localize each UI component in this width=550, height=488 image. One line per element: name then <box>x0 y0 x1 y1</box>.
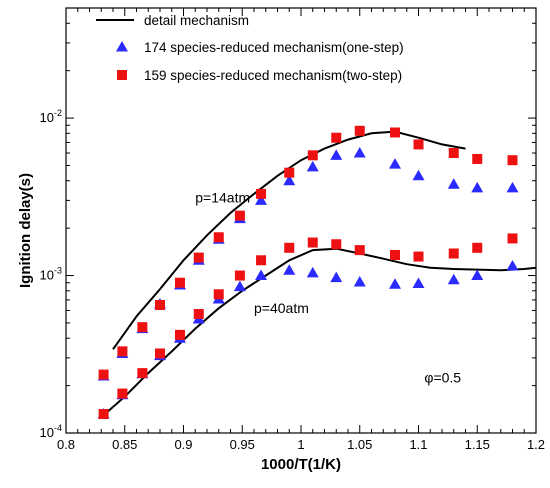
one-step-point <box>283 174 296 186</box>
one-step-point <box>506 181 519 193</box>
one-step-point <box>412 169 425 181</box>
two-step-point <box>354 245 365 256</box>
one-step-point <box>283 264 296 275</box>
one-step-point <box>233 280 246 292</box>
two-step-point <box>193 252 204 263</box>
two-step-point <box>174 329 185 340</box>
x-axis-title: 1000/T(1/K) <box>261 456 341 473</box>
two-step-point <box>390 250 400 261</box>
annotation-label: p=14atm <box>195 190 250 206</box>
one-step-point <box>306 266 319 278</box>
two-step-point <box>98 409 109 420</box>
one-step-point <box>471 269 484 281</box>
two-step-point <box>234 210 245 221</box>
detail-mechanism-line <box>100 247 537 418</box>
x-tick-label: 0.95 <box>230 437 255 452</box>
one-step-point <box>330 149 343 160</box>
y-tick-label: 10-2 <box>40 108 62 125</box>
two-step-point <box>507 233 518 244</box>
y-tick-label: 10-3 <box>40 266 62 283</box>
two-step-point <box>213 232 224 243</box>
legend-triangle-swatch <box>116 41 128 52</box>
two-step-point <box>234 270 245 281</box>
two-step-point <box>507 155 518 166</box>
one-step-point <box>330 271 343 283</box>
one-step-point <box>447 178 460 189</box>
two-step-point <box>155 348 165 359</box>
one-step-point <box>447 273 460 285</box>
x-tick-label: 1.2 <box>527 437 545 452</box>
two-step-point <box>174 277 185 288</box>
x-tick-label: 1.15 <box>465 437 490 452</box>
two-step-point <box>284 167 295 178</box>
two-step-point <box>117 346 128 357</box>
x-tick-label: 0.9 <box>174 437 192 452</box>
x-tick-label: 0.8 <box>57 437 75 452</box>
y-tick-label: 10-4 <box>40 423 62 440</box>
two-step-point <box>284 242 295 253</box>
two-step-point <box>137 322 148 333</box>
two-step-point <box>448 147 459 158</box>
one-step-point <box>353 275 366 287</box>
two-step-point <box>413 251 424 262</box>
two-step-point <box>137 368 148 379</box>
one-step-point <box>471 181 484 193</box>
two-step-point <box>472 242 483 253</box>
x-tick-label: 0.85 <box>112 437 137 452</box>
one-step-point <box>412 277 425 289</box>
two-step-point <box>98 369 109 380</box>
two-step-point <box>390 127 400 138</box>
one-step-point <box>353 146 366 158</box>
legend-label: detail mechanism <box>144 13 249 28</box>
one-step-point <box>255 269 268 281</box>
legend-label: 174 species-reduced mechanism(one-step) <box>144 40 404 55</box>
y-axis-title: Ignition delay(s) <box>17 173 34 288</box>
two-step-point <box>413 139 424 150</box>
two-step-point <box>256 188 267 199</box>
two-step-point <box>155 299 165 310</box>
annotation-label: φ=0.5 <box>424 369 461 385</box>
one-step-point <box>306 160 319 172</box>
two-step-point <box>354 125 365 136</box>
one-step-point <box>389 158 401 169</box>
one-step-point <box>506 259 519 271</box>
two-step-point <box>117 388 128 399</box>
one-step-point <box>255 194 268 205</box>
two-step-point <box>472 153 483 164</box>
x-tick-label: 1 <box>297 437 304 452</box>
two-step-point <box>331 132 342 143</box>
one-step-point <box>389 278 401 289</box>
x-tick-label: 1.1 <box>409 437 427 452</box>
two-step-point <box>307 150 318 161</box>
two-step-point <box>331 239 342 250</box>
annotation-label: p=40atm <box>254 300 309 316</box>
legend-square-swatch <box>117 70 127 80</box>
x-tick-label: 1.05 <box>347 437 372 452</box>
two-step-point <box>256 255 267 266</box>
two-step-point <box>213 289 224 300</box>
two-step-point <box>193 308 204 319</box>
legend-label: 159 species-reduced mechanism(two-step) <box>144 68 402 83</box>
two-step-point <box>307 237 318 248</box>
two-step-point <box>448 248 459 259</box>
detail-mechanism-line <box>112 130 466 350</box>
